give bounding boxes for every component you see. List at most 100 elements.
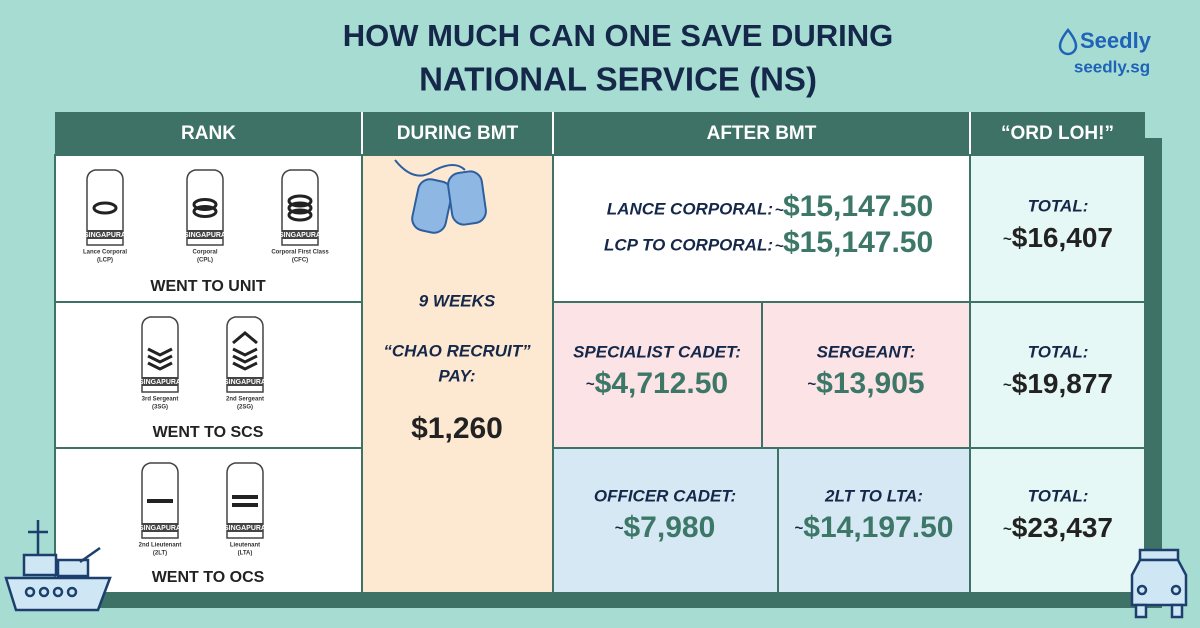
total-cell xyxy=(969,154,1146,303)
after-label: SERGEANT: xyxy=(817,342,916,361)
insignia-name: Lance Corporal xyxy=(83,250,127,256)
symbol xyxy=(287,194,313,208)
symbol xyxy=(147,361,173,371)
brand: Seedly xyxy=(1080,28,1152,53)
symbol xyxy=(232,495,258,499)
country: SINGAPURA xyxy=(224,525,266,532)
epaulette xyxy=(226,462,264,539)
insignia: SINGAPURA 2nd Sergeant (2SG) xyxy=(224,316,266,411)
country-band xyxy=(227,523,263,532)
title-line2: NATIONAL SERVICE (NS) xyxy=(419,61,817,98)
bmt-cell xyxy=(361,154,554,594)
title-line1: HOW MUCH CAN ONE SAVE DURING xyxy=(343,18,894,53)
after-cell xyxy=(777,447,971,594)
after-value: ~$7,980 xyxy=(615,511,716,544)
after-value: ~$4,712.50 xyxy=(586,367,728,400)
symbol xyxy=(192,198,218,211)
insignia: SINGAPURA 3rd Sergeant (3SG) xyxy=(139,316,181,411)
insignia: SINGAPURA 2nd Lieutenant (2LT) xyxy=(139,462,181,557)
after-label: SPECIALIST CADET: xyxy=(573,342,741,361)
country-band xyxy=(187,230,223,239)
bmt-label: “CHAO RECRUIT” xyxy=(383,341,531,360)
total-cell xyxy=(969,447,1146,594)
approx: ~ xyxy=(615,520,624,537)
insignia: SINGAPURA Corporal First Class (CFC) xyxy=(271,169,329,264)
symbol xyxy=(192,205,218,218)
after-amount: $14,197.50 xyxy=(803,511,953,544)
column-header: RANK xyxy=(181,123,236,144)
header-row xyxy=(55,112,1145,155)
after-label: OFFICER CADET: xyxy=(594,486,736,505)
tag xyxy=(447,170,487,226)
country: SINGAPURA xyxy=(184,232,226,239)
total-label: TOTAL: xyxy=(1028,342,1089,361)
epaulette xyxy=(86,169,124,246)
total-cell xyxy=(969,301,1146,449)
tag xyxy=(411,178,453,234)
insignia-abbr: (3SG) xyxy=(152,405,168,411)
insignia-abbr: (2SG) xyxy=(237,405,253,411)
column-header: AFTER BMT xyxy=(707,123,817,144)
country: SINGAPURA xyxy=(279,232,321,239)
country: SINGAPURA xyxy=(84,232,126,239)
total-amount: $19,877 xyxy=(1012,368,1113,399)
country-band xyxy=(227,377,263,386)
approx: ~ xyxy=(775,202,784,219)
after-value: ~$13,905 xyxy=(807,367,924,400)
country: SINGAPURA xyxy=(139,379,181,386)
column-header: “ORD LOH!” xyxy=(1001,123,1114,144)
symbol xyxy=(92,201,118,215)
brand-logo xyxy=(1058,27,1078,56)
total-amount: $23,437 xyxy=(1012,512,1113,543)
country: SINGAPURA xyxy=(224,379,266,386)
insignia-name: 2nd Sergeant xyxy=(226,397,264,403)
insignia-abbr: (CPL) xyxy=(197,258,213,264)
total-label: TOTAL: xyxy=(1028,196,1089,215)
unit-label: WENT TO UNIT xyxy=(150,278,265,295)
total-amount: $16,407 xyxy=(1012,222,1113,253)
approx: ~ xyxy=(1003,231,1012,248)
symbol xyxy=(147,354,173,364)
chain xyxy=(394,159,466,177)
insignia-abbr: (LCP) xyxy=(97,258,113,264)
country-band xyxy=(87,230,123,239)
insignia: SINGAPURA Corporal (CPL) xyxy=(184,169,226,264)
insignia-name: Corporal First Class xyxy=(271,250,329,256)
after-amount: $13,905 xyxy=(816,367,924,400)
approx: ~ xyxy=(795,520,804,537)
insignia-abbr: (2LT) xyxy=(153,551,167,557)
bmt-weeks: 9 WEEKS xyxy=(419,291,496,310)
total-label: TOTAL: xyxy=(1028,486,1089,505)
bmt-label: PAY: xyxy=(438,366,475,385)
insignia-abbr: (LTA) xyxy=(238,551,253,557)
country-band xyxy=(282,230,318,239)
approx: ~ xyxy=(1003,377,1012,394)
dog-tags-icon xyxy=(394,159,487,234)
approx: ~ xyxy=(807,376,816,393)
car-icon xyxy=(1130,548,1188,619)
after-label: LANCE CORPORAL: xyxy=(607,199,773,218)
ship-icon xyxy=(4,520,112,612)
site: seedly.sg xyxy=(1074,57,1150,76)
symbol xyxy=(232,331,258,345)
after-cell xyxy=(552,154,971,303)
column-header: DURING BMT xyxy=(397,123,519,144)
symbol xyxy=(232,361,258,371)
approx: ~ xyxy=(1003,521,1012,538)
total-value: ~$16,407 xyxy=(1003,222,1113,253)
after-label: LCP TO CORPORAL: xyxy=(604,235,773,254)
after-cell xyxy=(761,301,971,449)
rank-cell xyxy=(54,447,363,594)
symbol xyxy=(232,347,258,357)
country-band xyxy=(142,377,178,386)
approx: ~ xyxy=(775,238,784,255)
after-amount: $15,147.50 xyxy=(783,190,933,223)
after-amount: $4,712.50 xyxy=(595,367,728,400)
symbol xyxy=(287,208,313,222)
symbol xyxy=(147,499,173,503)
insignia-abbr: (CFC) xyxy=(292,258,308,264)
insignia-name: 3rd Sergeant xyxy=(142,397,179,403)
symbol xyxy=(147,347,173,357)
insignia-name: Corporal xyxy=(192,250,217,256)
